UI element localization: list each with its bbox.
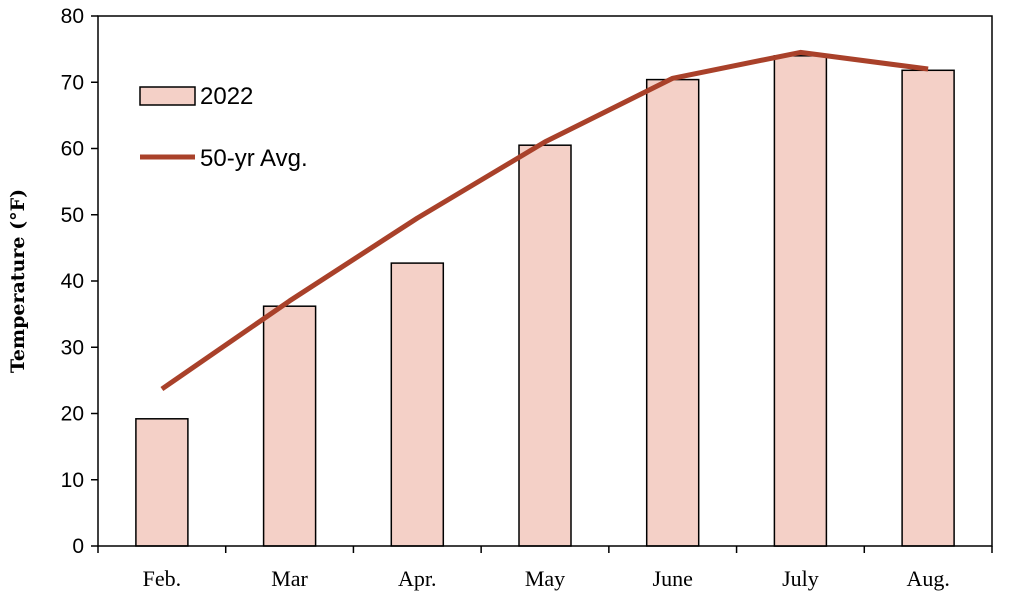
legend-label-50yr-avg: 50-yr Avg. bbox=[200, 145, 308, 172]
y-tick-label: 50 bbox=[61, 204, 84, 227]
x-tick-label: Feb. bbox=[143, 566, 182, 591]
x-tick-label: Apr. bbox=[398, 566, 437, 591]
y-tick-label: 30 bbox=[61, 336, 84, 359]
x-axis-ticks: Feb. Mar Apr. May June July Aug. bbox=[97, 546, 993, 591]
bar-aug bbox=[901, 69, 955, 547]
legend-swatch-2022 bbox=[139, 86, 196, 106]
bar-feb bbox=[135, 418, 189, 547]
y-axis-ticks: 0 10 20 30 40 50 60 70 80 bbox=[61, 5, 98, 558]
bar-mar bbox=[262, 305, 317, 547]
y-tick-label: 80 bbox=[61, 5, 84, 28]
x-tick-label: July bbox=[782, 566, 819, 591]
legend-label-2022: 2022 bbox=[200, 83, 253, 110]
bar-july bbox=[773, 55, 828, 547]
bar-series-2022 bbox=[135, 55, 955, 547]
bar-june bbox=[645, 78, 700, 547]
y-tick-label: 10 bbox=[61, 469, 84, 492]
bar-may bbox=[518, 144, 572, 547]
y-tick-label: 60 bbox=[61, 138, 84, 161]
y-tick-label: 40 bbox=[61, 270, 84, 293]
x-tick-label: Aug. bbox=[906, 566, 949, 591]
legend: 2022 50-yr Avg. bbox=[139, 83, 308, 172]
x-tick-label: Mar bbox=[271, 566, 308, 591]
y-tick-label: 20 bbox=[61, 403, 84, 426]
x-tick-label: May bbox=[525, 566, 565, 591]
y-tick-label: 0 bbox=[72, 535, 84, 558]
y-axis-label: Temperature (°F) bbox=[7, 189, 29, 373]
x-tick-label: June bbox=[653, 566, 693, 591]
y-tick-label: 70 bbox=[61, 71, 84, 94]
bar-apr bbox=[390, 262, 445, 547]
line-series-50yr-avg bbox=[160, 49, 929, 392]
